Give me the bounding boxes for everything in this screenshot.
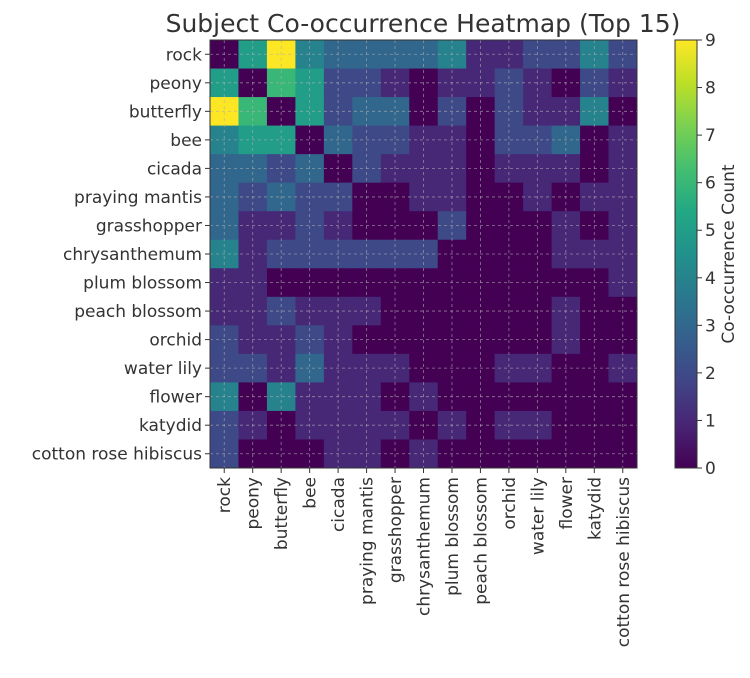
heatmap-cells <box>210 40 638 469</box>
column-label: orchid <box>500 477 520 530</box>
row-label: water lily <box>124 359 202 379</box>
column-label: water lily <box>528 477 548 555</box>
colorbar-tick-label: 1 <box>705 411 716 431</box>
colorbar-tick-label: 2 <box>705 364 716 384</box>
row-label: praying mantis <box>74 188 202 208</box>
column-label: cicada <box>329 477 349 532</box>
column-label: katydid <box>585 477 605 540</box>
colorbar-tick-label: 4 <box>705 269 716 289</box>
column-label: praying mantis <box>358 477 378 605</box>
column-label: peony <box>244 477 264 530</box>
column-label: butterfly <box>272 477 292 550</box>
row-label: cotton rose hibiscus <box>32 445 202 465</box>
colorbar-tick-label: 7 <box>705 126 716 146</box>
colorbar-tick-label: 0 <box>705 459 716 479</box>
column-label: rock <box>215 477 235 513</box>
column-label: grasshopper <box>386 477 406 583</box>
row-label: grasshopper <box>96 216 202 236</box>
colorbar-ticks: 0 1 2 3 4 5 6 7 8 9 <box>697 31 716 479</box>
colorbar <box>674 39 698 469</box>
row-label: peach blossom <box>74 302 202 322</box>
row-label: flower <box>150 388 202 408</box>
chart-title: Subject Co-occurrence Heatmap (Top 15) <box>166 9 681 38</box>
colorbar-tick-label: 5 <box>705 221 716 241</box>
column-label: peach blossom <box>471 477 491 605</box>
colorbar-tick-label: 9 <box>705 31 716 51</box>
column-label: bee <box>301 477 321 509</box>
colorbar-tick-label: 8 <box>705 79 716 99</box>
row-label: katydid <box>139 416 202 436</box>
grid-lines <box>210 40 637 468</box>
row-label: plum blossom <box>83 274 202 294</box>
colorbar-label: Co-occurrence Count <box>719 164 739 343</box>
column-label: flower <box>557 477 577 529</box>
column-label: plum blossom <box>443 477 463 596</box>
row-label: cicada <box>147 159 202 179</box>
colorbar-tick-label: 6 <box>705 174 716 194</box>
column-label: chrysanthemum <box>415 477 435 616</box>
row-label: bee <box>170 131 202 151</box>
row-label: butterfly <box>129 102 202 122</box>
row-label: chrysanthemum <box>63 245 202 265</box>
row-label: peony <box>150 74 203 94</box>
column-labels: rock peony butterfly bee cicada praying manti… <box>215 468 634 647</box>
column-label: cotton rose hibiscus <box>614 477 634 647</box>
row-label: rock <box>166 45 202 65</box>
row-labels: rock peony butterfly bee cicada praying manti… <box>32 45 210 465</box>
row-label: orchid <box>149 331 202 351</box>
colorbar-tick-label: 3 <box>705 316 716 336</box>
